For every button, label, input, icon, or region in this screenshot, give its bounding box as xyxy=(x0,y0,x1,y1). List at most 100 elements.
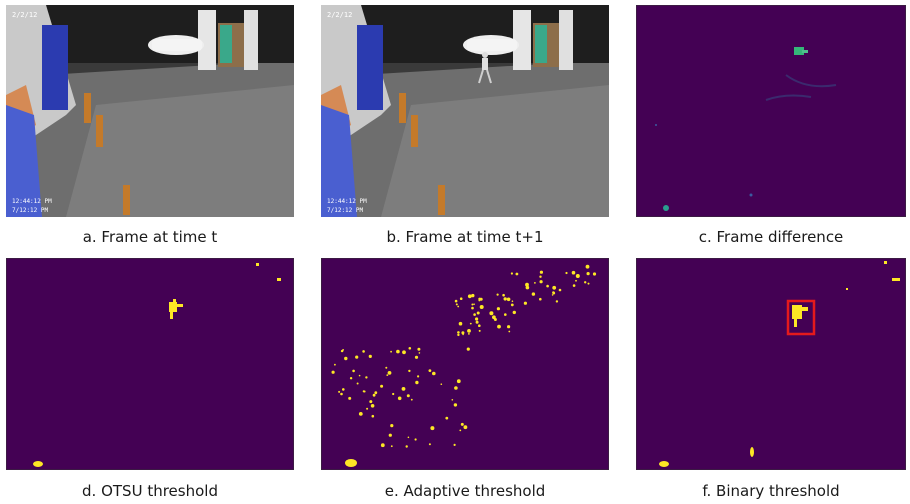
noise-pixel xyxy=(392,392,395,396)
noise-pixel xyxy=(539,270,543,274)
noise-pixel xyxy=(414,438,417,441)
noise-pixel xyxy=(539,275,542,278)
noise-pixel xyxy=(451,399,454,401)
noise-pixel xyxy=(565,271,568,275)
noise-pixel xyxy=(453,443,456,446)
noise-pixel xyxy=(511,300,514,302)
noise-pixel xyxy=(390,445,393,448)
noise-pixel xyxy=(497,324,501,329)
noise-pixel xyxy=(396,349,400,354)
noise-pixel xyxy=(388,433,392,437)
otsu-mask-image xyxy=(6,258,294,470)
caption-binary-threshold: f. Binary threshold xyxy=(702,482,840,500)
noise-pixel xyxy=(369,400,373,404)
noise-pixel xyxy=(546,284,549,288)
noise-pixel xyxy=(552,291,556,295)
noise-pixel xyxy=(585,264,590,269)
noise-pixel xyxy=(471,303,474,306)
noise-pixel xyxy=(385,366,388,369)
caption-frame-difference: c. Frame difference xyxy=(698,228,844,246)
noise-pixel xyxy=(358,412,363,416)
noise-pixel xyxy=(475,317,479,321)
frame-difference-image xyxy=(636,5,906,217)
noise-pixel xyxy=(552,285,557,290)
noise-pixel xyxy=(466,347,470,351)
panel-adaptive-threshold xyxy=(321,258,609,470)
noise-pixel xyxy=(370,404,375,408)
noise-pixel xyxy=(478,324,481,327)
noise-pixel xyxy=(355,355,359,359)
noise-pixel xyxy=(454,299,458,303)
noise-pixel xyxy=(440,383,443,385)
noise-pixel xyxy=(558,288,562,292)
noise-pixel xyxy=(418,352,421,354)
cctv-frame-t1-image: 2/2/12 12:44:12 PM 7/12:12 PM xyxy=(321,5,609,217)
noise-pixel xyxy=(508,330,511,333)
noise-pixel xyxy=(539,280,543,284)
noise-pixel xyxy=(430,426,435,431)
noise-pixel xyxy=(461,331,465,335)
timestamp-top: 2/2/12 xyxy=(327,11,352,19)
noise-pixel xyxy=(531,292,536,296)
timestamp-bottom-1: 12:44:12 PM xyxy=(12,198,52,205)
noise-pixel xyxy=(380,384,384,388)
noise-pixel xyxy=(410,398,413,401)
noise-pixel xyxy=(539,297,542,301)
noise-pixel xyxy=(489,311,494,316)
noise-pixel xyxy=(503,297,507,301)
noise-pixel xyxy=(340,392,343,396)
noise-pixel xyxy=(407,436,410,439)
noise-pixel xyxy=(428,369,432,372)
noise-pixel xyxy=(356,382,359,385)
noise-pixel xyxy=(571,270,576,275)
noise-pixel xyxy=(479,305,484,309)
adaptive-mask-image xyxy=(321,258,609,470)
noise-pixel xyxy=(555,300,559,303)
noise-pixel xyxy=(358,374,361,377)
noise-pixel xyxy=(504,313,507,316)
noise-pixel xyxy=(417,375,420,378)
noise-pixel xyxy=(406,394,410,398)
noise-pixel xyxy=(507,325,511,329)
noise-pixel xyxy=(512,310,516,315)
timestamp-bottom-2: 7/12:12 PM xyxy=(327,207,364,214)
noise-pixel xyxy=(352,369,355,373)
binary-mask-image xyxy=(636,258,906,470)
noise-pixel xyxy=(455,303,458,306)
noise-pixel xyxy=(454,386,458,390)
noise-pixel xyxy=(575,279,577,282)
noise-pixel xyxy=(584,281,587,284)
noise-pixel xyxy=(371,414,375,418)
noise-pixel xyxy=(401,387,406,391)
caption-frame-t1: b. Frame at time t+1 xyxy=(386,228,544,246)
noise-pixel xyxy=(459,429,462,432)
timestamp-bottom-1: 12:44:12 PM xyxy=(327,198,367,205)
noise-pixel xyxy=(525,282,529,287)
noise-pixel xyxy=(365,376,368,379)
noise-pixel xyxy=(476,311,480,315)
noise-pixel xyxy=(551,294,554,296)
noise-pixel xyxy=(473,303,475,305)
noise-pixel xyxy=(340,349,344,353)
noise-pixel xyxy=(467,329,471,333)
noise-pixel xyxy=(334,363,336,366)
noise-pixel xyxy=(408,369,411,373)
noise-pixel xyxy=(428,443,431,446)
noise-pixel xyxy=(366,407,369,410)
noise-pixel xyxy=(349,377,353,380)
noise-pixel xyxy=(457,305,460,308)
noise-pixel xyxy=(473,313,476,316)
timestamp-bottom-2: 7/12:12 PM xyxy=(12,207,49,214)
noise-pixel xyxy=(397,396,402,401)
noise-pixel xyxy=(415,380,419,385)
noise-pixel xyxy=(475,320,479,324)
panel-frame-t: 2/2/12 12:44:12 PM 7/12:12 PM xyxy=(6,5,294,217)
noise-pixel xyxy=(453,403,458,407)
noise-pixel xyxy=(460,422,464,426)
noise-pixel xyxy=(331,370,335,374)
noise-blob xyxy=(345,459,357,467)
noise-pixel xyxy=(387,371,392,375)
noise-pixel xyxy=(515,272,519,276)
noise-pixel xyxy=(525,285,530,290)
noise-pixel xyxy=(506,297,511,302)
